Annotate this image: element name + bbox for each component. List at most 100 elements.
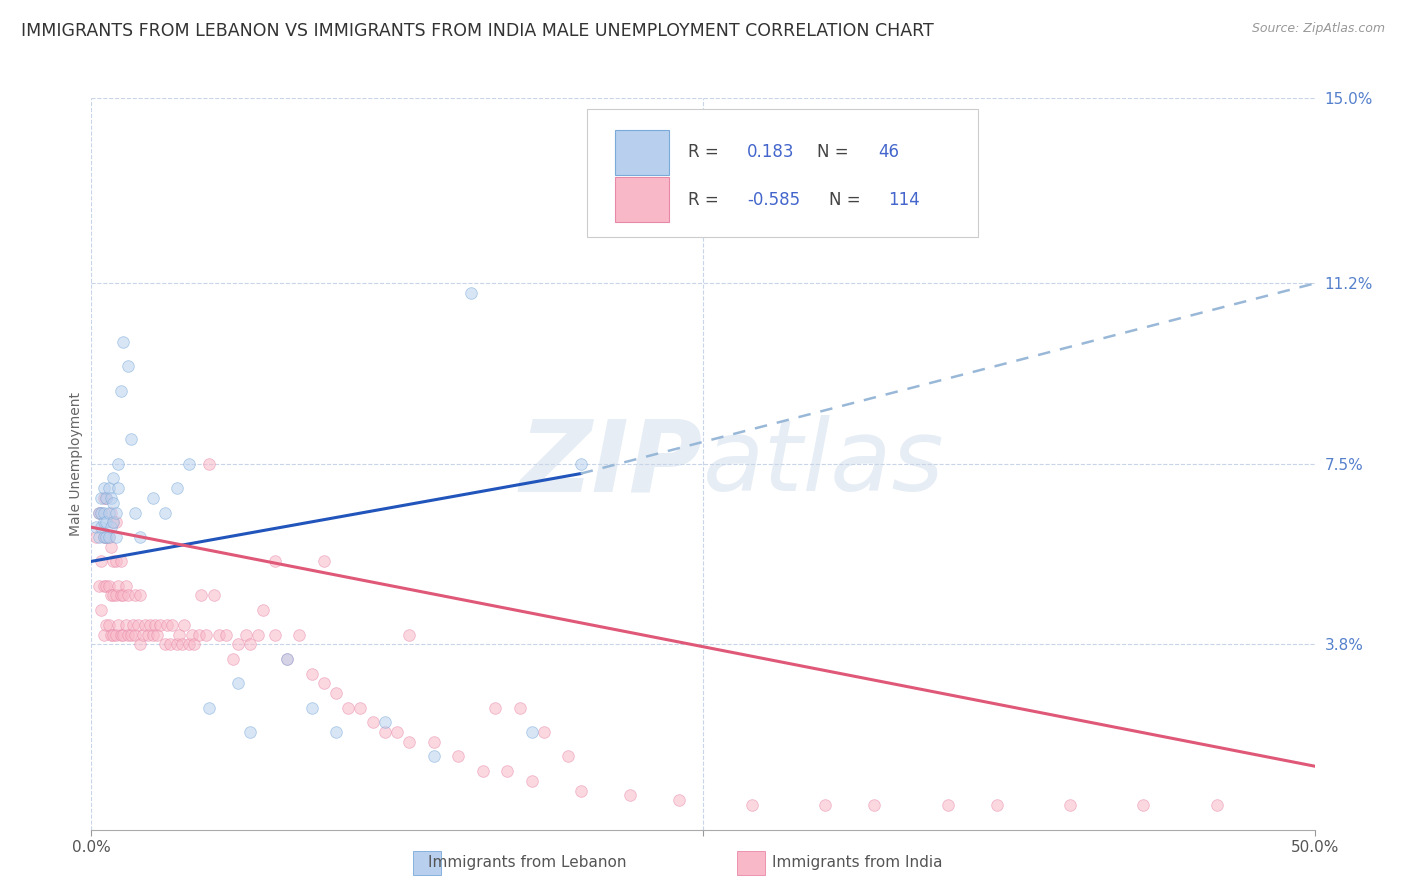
Point bbox=[863, 798, 886, 813]
Point bbox=[239, 725, 262, 739]
Point bbox=[127, 617, 149, 632]
Point bbox=[132, 627, 155, 641]
Point bbox=[325, 686, 347, 700]
Point bbox=[97, 530, 120, 544]
Point bbox=[93, 481, 115, 495]
Point bbox=[520, 773, 543, 788]
Point bbox=[87, 579, 110, 593]
Point bbox=[198, 457, 221, 471]
Point bbox=[104, 627, 127, 641]
Point bbox=[94, 579, 117, 593]
Point bbox=[153, 506, 176, 520]
Point bbox=[114, 579, 136, 593]
Point bbox=[93, 627, 115, 641]
Point bbox=[90, 506, 112, 520]
Point bbox=[112, 334, 135, 349]
Text: Immigrants from Lebanon: Immigrants from Lebanon bbox=[427, 855, 627, 870]
Point bbox=[124, 506, 146, 520]
Point bbox=[156, 617, 179, 632]
Point bbox=[398, 627, 420, 641]
Point bbox=[94, 530, 117, 544]
FancyBboxPatch shape bbox=[586, 109, 979, 237]
Point bbox=[110, 627, 132, 641]
Point bbox=[312, 554, 335, 568]
Point bbox=[103, 471, 125, 485]
Point bbox=[134, 617, 156, 632]
Y-axis label: Male Unemployment: Male Unemployment bbox=[69, 392, 83, 536]
Point bbox=[107, 617, 129, 632]
Point bbox=[103, 627, 125, 641]
Point bbox=[100, 540, 122, 554]
Point bbox=[374, 725, 396, 739]
Point bbox=[94, 491, 117, 505]
Point bbox=[90, 520, 112, 534]
FancyBboxPatch shape bbox=[614, 178, 669, 222]
Point bbox=[160, 617, 183, 632]
Point bbox=[117, 359, 139, 374]
Point bbox=[190, 589, 212, 603]
Point bbox=[264, 627, 287, 641]
Point bbox=[569, 783, 592, 797]
Point bbox=[141, 627, 163, 641]
Point bbox=[471, 764, 494, 778]
Point bbox=[180, 627, 202, 641]
Point bbox=[110, 554, 132, 568]
Point bbox=[447, 749, 470, 764]
Point bbox=[173, 617, 195, 632]
Point bbox=[93, 506, 115, 520]
Point bbox=[100, 506, 122, 520]
Point bbox=[104, 530, 127, 544]
Text: Source: ZipAtlas.com: Source: ZipAtlas.com bbox=[1251, 22, 1385, 36]
Point bbox=[100, 491, 122, 505]
Point bbox=[107, 481, 129, 495]
Point bbox=[301, 666, 323, 681]
Text: -0.585: -0.585 bbox=[747, 191, 800, 209]
Point bbox=[1205, 798, 1227, 813]
Point bbox=[117, 589, 139, 603]
Point bbox=[325, 725, 347, 739]
Point bbox=[159, 637, 181, 651]
Point bbox=[146, 627, 169, 641]
Point bbox=[1132, 798, 1154, 813]
Point bbox=[188, 627, 211, 641]
Point bbox=[288, 627, 311, 641]
Point bbox=[235, 627, 257, 641]
Point bbox=[179, 637, 201, 651]
Point bbox=[103, 516, 125, 530]
Point bbox=[112, 589, 135, 603]
Point bbox=[97, 481, 120, 495]
Point bbox=[87, 506, 110, 520]
Point bbox=[103, 554, 125, 568]
Point bbox=[97, 617, 120, 632]
Point bbox=[986, 798, 1008, 813]
Point bbox=[1059, 798, 1081, 813]
Text: N =: N = bbox=[817, 144, 853, 161]
Point bbox=[252, 603, 274, 617]
Point bbox=[239, 637, 262, 651]
Point bbox=[122, 617, 145, 632]
Point bbox=[143, 617, 166, 632]
Point bbox=[103, 496, 125, 510]
Text: N =: N = bbox=[830, 191, 866, 209]
Text: R =: R = bbox=[689, 191, 724, 209]
Point bbox=[100, 589, 122, 603]
Point bbox=[312, 676, 335, 690]
Point bbox=[153, 637, 176, 651]
Point bbox=[509, 700, 531, 714]
Point bbox=[179, 457, 201, 471]
Text: R =: R = bbox=[689, 144, 724, 161]
Point bbox=[246, 627, 269, 641]
Text: 0.183: 0.183 bbox=[747, 144, 794, 161]
Point bbox=[104, 516, 127, 530]
Point bbox=[110, 384, 132, 398]
Point bbox=[215, 627, 238, 641]
Point bbox=[104, 589, 127, 603]
Point bbox=[496, 764, 519, 778]
Point bbox=[520, 725, 543, 739]
Point bbox=[90, 603, 112, 617]
Point bbox=[103, 516, 125, 530]
Point bbox=[107, 457, 129, 471]
Point bbox=[814, 798, 837, 813]
Point bbox=[100, 520, 122, 534]
Point bbox=[94, 491, 117, 505]
